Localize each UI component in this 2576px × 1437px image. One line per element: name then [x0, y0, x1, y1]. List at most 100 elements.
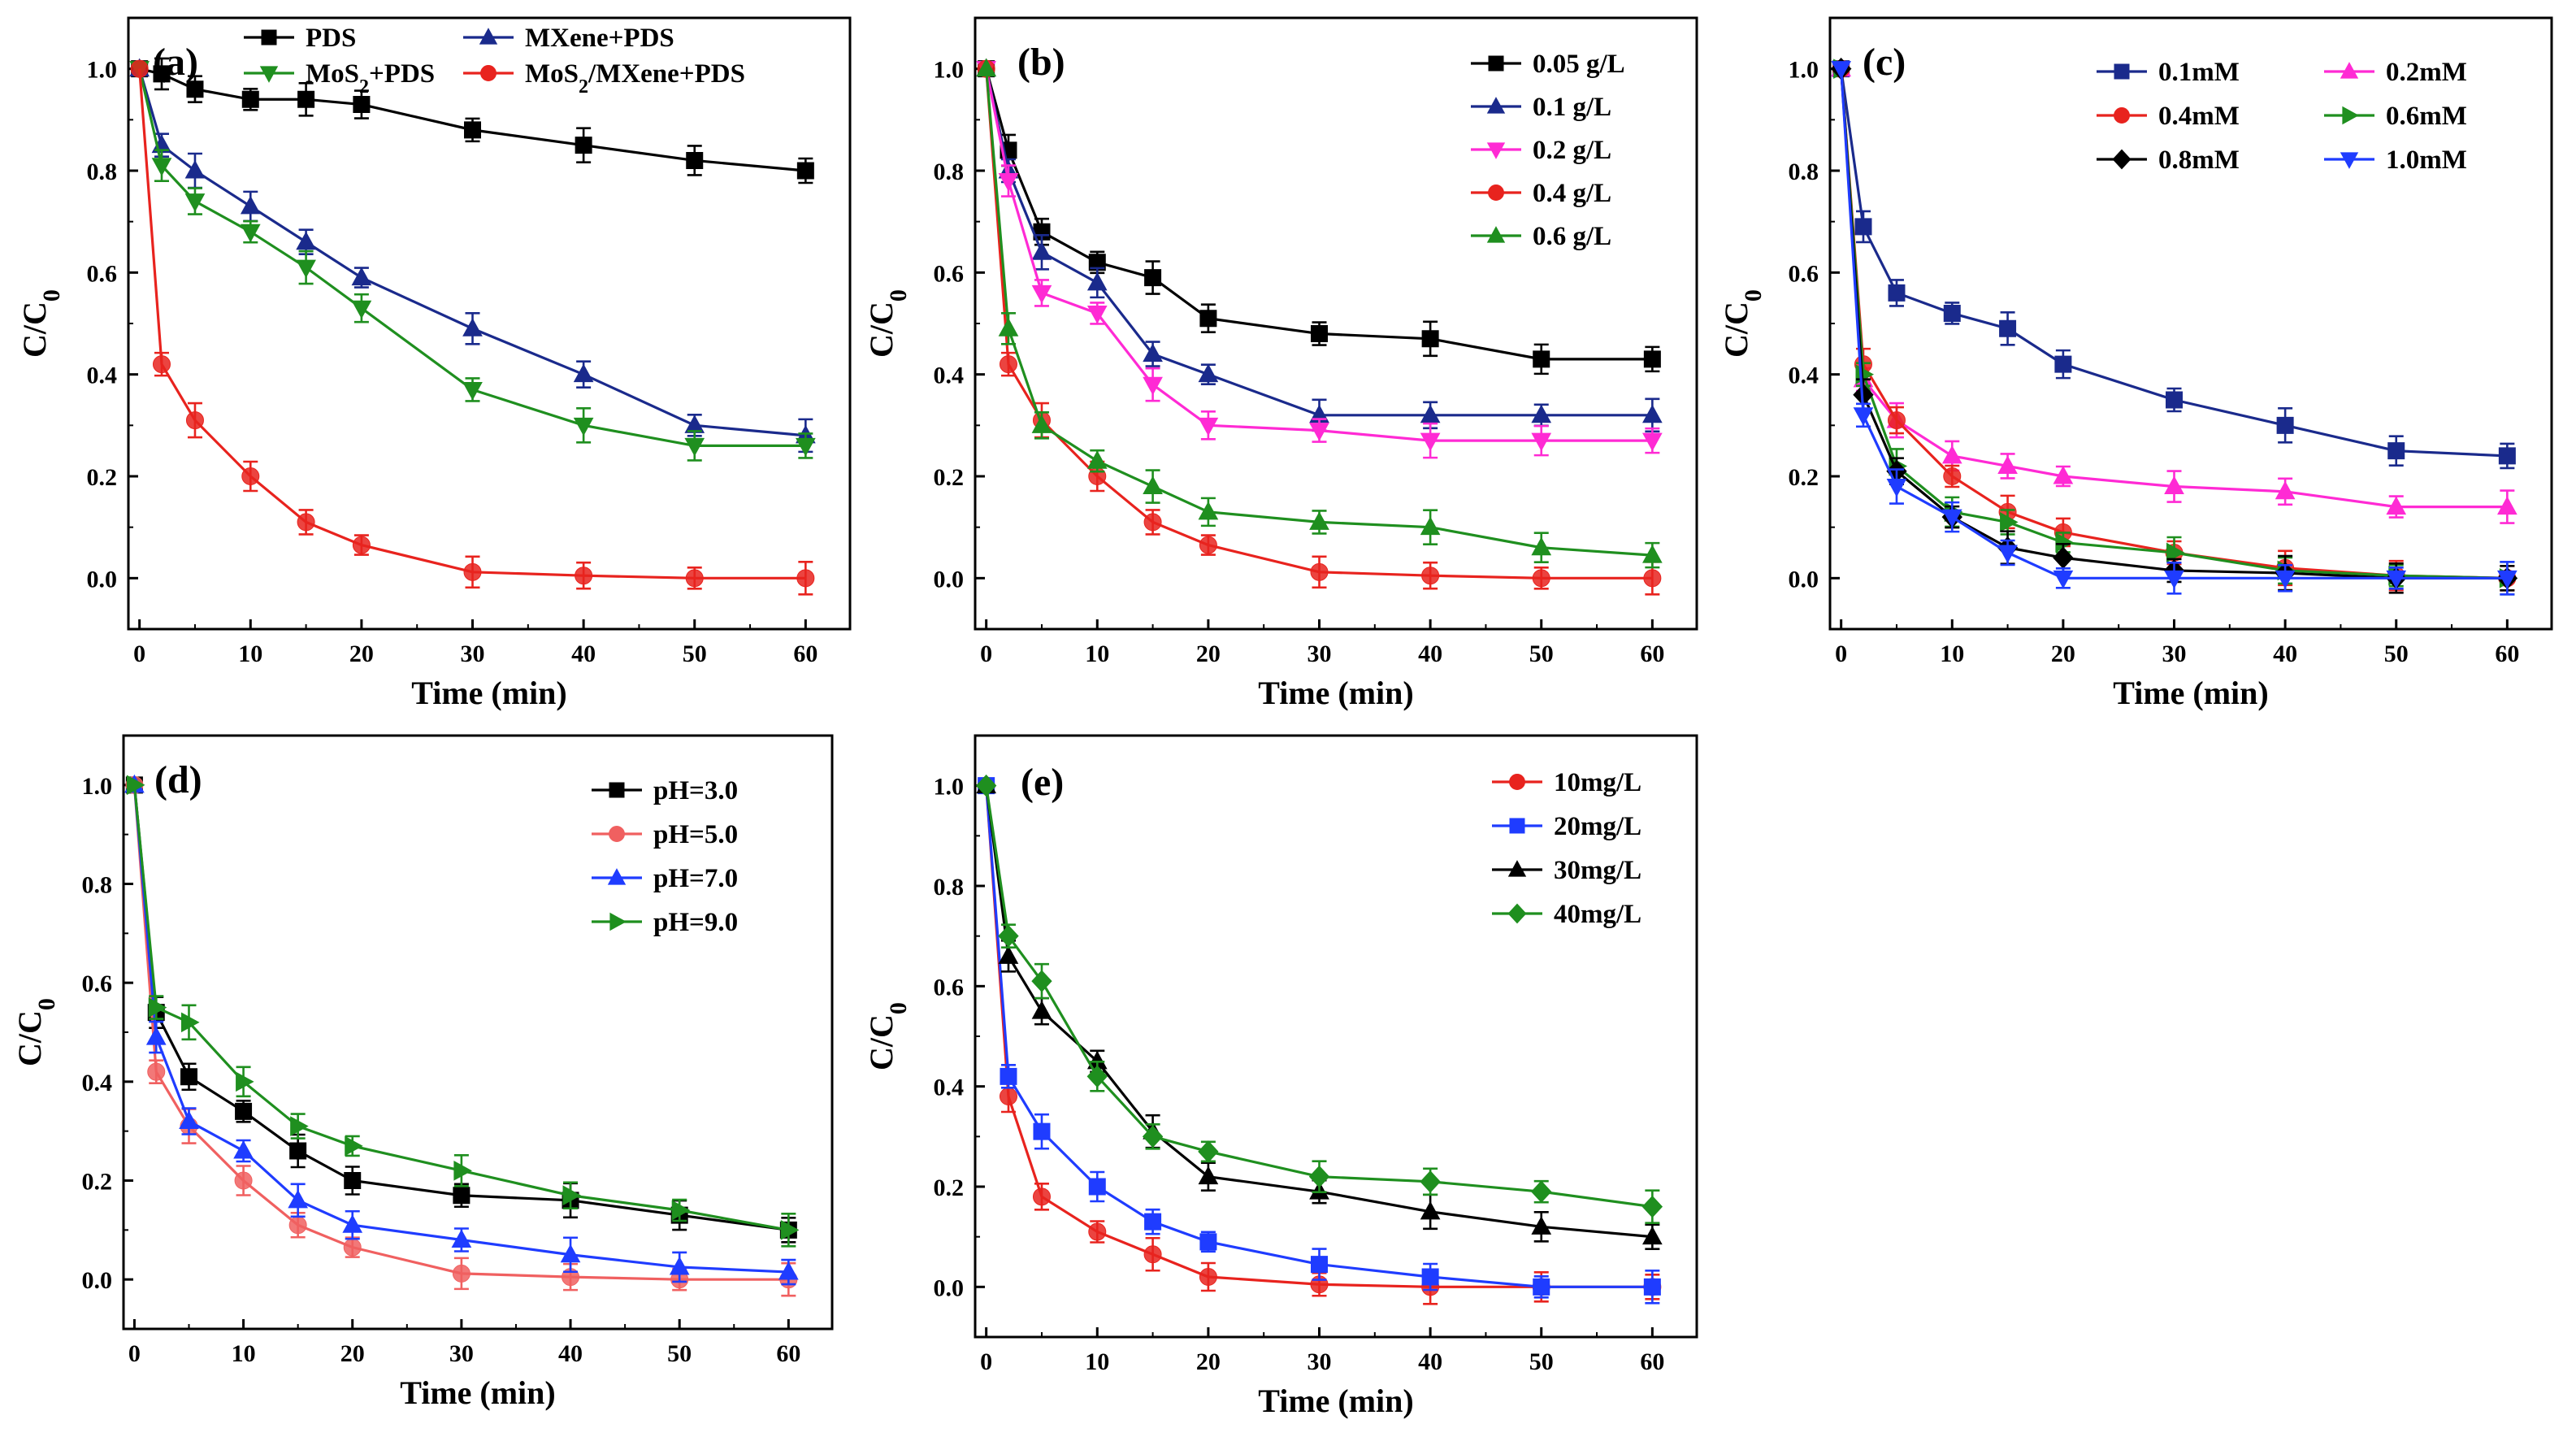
- panel-d-legend-label: pH=9.0: [653, 908, 738, 937]
- panel-e-data-point: [1031, 1001, 1052, 1019]
- panel-e-x-tick-label: 50: [1529, 1348, 1554, 1375]
- panel-b-y-tick-label: 0.6: [934, 260, 965, 287]
- panel-c-data-point: [2055, 532, 2074, 553]
- panel-b-data-point: [1198, 417, 1219, 436]
- panel-b-x-tick-label: 30: [1308, 640, 1332, 667]
- panel-b-data-point: [1031, 284, 1052, 304]
- panel-c-y-axis-title: C/C0: [1718, 289, 1767, 358]
- panel-e-data-point: [1533, 1278, 1550, 1296]
- panel-a-data-point: [464, 121, 482, 139]
- panel-c: 0 10 20 30 40 50 60 0.0 0.2 0.4 0.6 0.8 1.0 Time (min…: [1718, 16, 2553, 711]
- panel-c-x-tick-label: 50: [2384, 640, 2409, 667]
- panel-c-series-3: [1833, 59, 2518, 596]
- panel-d-series-3: [126, 775, 800, 1248]
- panel-c-series-line: [1840, 68, 2508, 580]
- panel-a-data-point: [462, 318, 483, 336]
- panel-e-series-3: [975, 774, 1663, 1224]
- panel-e-data-point: [1199, 1233, 1217, 1251]
- panel-d-data-point: [148, 997, 167, 1018]
- panel-a-data-point: [151, 158, 172, 176]
- panel-c-x-tick-label: 10: [1940, 640, 1964, 667]
- panel-a-data-point: [297, 513, 315, 532]
- panel-e-x-tick-label: 60: [1640, 1348, 1664, 1375]
- panel-c-legend-item: 0.1mM: [2097, 58, 2240, 87]
- panel-b-legend-marker: [1488, 55, 1504, 72]
- panel-e-data-point: [998, 924, 1019, 948]
- panel-c-series-line: [1840, 68, 2508, 458]
- panel-b: 0 10 20 30 40 50 60 0.0 0.2 0.4 0.6 0.8 1.0 Time (min…: [863, 16, 1698, 711]
- panel-a-series-3: [130, 59, 815, 596]
- panel-c-legend-marker: [2340, 62, 2359, 79]
- panel-c-x-tick-label: 60: [2495, 640, 2519, 667]
- panel-c-y-tick-label: 0.2: [1789, 464, 1819, 491]
- panel-a-data-point: [686, 151, 704, 169]
- panel-a: 0 10 20 30 40 50 60 0.0 0.2 0.4 0.6 0.8 1.0 Time (min…: [16, 16, 852, 711]
- panel-e-legend-item: 10mg/L: [1492, 768, 1641, 797]
- panel-d-legend-label: pH=3.0: [653, 776, 738, 805]
- panel-e-legend-label: 20mg/L: [1554, 812, 1641, 841]
- panel-b-series-4: [976, 58, 1663, 569]
- panel-e-legend-marker: [1507, 903, 1527, 924]
- panel-d-y-tick-label: 0.2: [82, 1169, 113, 1196]
- panel-c-legend-label: 0.2mM: [2386, 58, 2467, 87]
- panel-d-data-point: [343, 1238, 362, 1257]
- panel-a-data-point: [185, 411, 204, 430]
- panel-a-data-point: [353, 96, 371, 114]
- panel-a-series-line: [138, 68, 806, 580]
- panel-c-x-tick-label: 30: [2162, 640, 2187, 667]
- panel-b-legend-label: 0.6 g/L: [1533, 222, 1611, 251]
- panel-e-data-point: [1088, 1222, 1107, 1241]
- panel-b-data-point: [1643, 569, 1662, 588]
- panel-e-data-point: [1420, 1170, 1441, 1193]
- panel-d-x-tick-label: 30: [449, 1340, 474, 1367]
- panel-d-y-tick-label: 0.6: [82, 970, 113, 997]
- panel-d-legend-label: pH=7.0: [653, 864, 738, 893]
- panel-b-data-point: [1642, 432, 1663, 452]
- panel-b-data-point: [1144, 269, 1162, 287]
- panel-a-data-point: [352, 536, 371, 554]
- panel-b-y-tick-label: 0.0: [934, 566, 965, 593]
- panel-c-label: (c): [1863, 41, 1906, 84]
- panel-b-data-point: [1198, 501, 1219, 520]
- panel-b-legend-marker: [1486, 97, 1506, 114]
- panel-e-data-point: [1308, 1165, 1330, 1188]
- panel-b-series-0: [978, 60, 1661, 376]
- panel-e-data-point: [1198, 1140, 1219, 1163]
- panel-b-legend-label: 0.1 g/L: [1533, 93, 1611, 122]
- panel-a-data-point: [240, 224, 261, 243]
- panel-d-data-point: [344, 1172, 362, 1189]
- panel-e-data-point: [1142, 1125, 1164, 1148]
- panel-d-data-point: [288, 1216, 307, 1235]
- panel-e-x-axis-title: Time (min): [1258, 1383, 1413, 1419]
- panel-d-data-point: [778, 1261, 799, 1280]
- panel-d-x-tick-label: 40: [558, 1340, 583, 1367]
- panel-d-x-tick-label: 50: [667, 1340, 692, 1367]
- panel-d-data-point: [289, 1142, 307, 1160]
- panel-a-series-line: [138, 68, 806, 437]
- panel-d-y-tick-label: 0.8: [82, 872, 113, 899]
- panel-e-legend-label: 30mg/L: [1554, 856, 1641, 885]
- panel-c-data-point: [2386, 496, 2407, 515]
- panel-c-y-tick-label: 0.0: [1789, 566, 1819, 593]
- panel-a-data-point: [575, 567, 593, 585]
- panel-a-y-tick-label: 0.6: [87, 260, 118, 287]
- panel-c-data-point: [2166, 391, 2184, 409]
- panel-a-legend-label: PDS: [306, 24, 356, 53]
- panel-c-y-tick-label: 1.0: [1789, 57, 1819, 84]
- panel-e-y-axis-title: C/C0: [863, 1002, 912, 1070]
- panel-e-legend-item: 40mg/L: [1492, 900, 1641, 929]
- panel-e-series-line: [985, 785, 1653, 1288]
- panel-b-data-point: [1088, 254, 1106, 271]
- panel-a-data-point: [241, 467, 260, 485]
- panel-e-data-point: [1086, 1065, 1108, 1088]
- panel-a-data-point: [796, 437, 816, 457]
- panel-e-data-point: [1033, 1122, 1051, 1140]
- panel-b-data-point: [1420, 404, 1441, 423]
- panel-d-y-axis-title: C/C0: [11, 998, 60, 1066]
- panel-d-data-point: [147, 1062, 166, 1081]
- panel-b-legend-item: 0.2 g/L: [1471, 136, 1611, 165]
- panel-e-data-point: [1421, 1268, 1439, 1286]
- panel-c-data-point: [1941, 445, 1962, 464]
- panel-d: 0 10 20 30 40 50 60 0.0 0.2 0.4 0.6 0.8 1.0 Time (min…: [11, 734, 834, 1411]
- panel-d-data-point: [560, 1244, 581, 1263]
